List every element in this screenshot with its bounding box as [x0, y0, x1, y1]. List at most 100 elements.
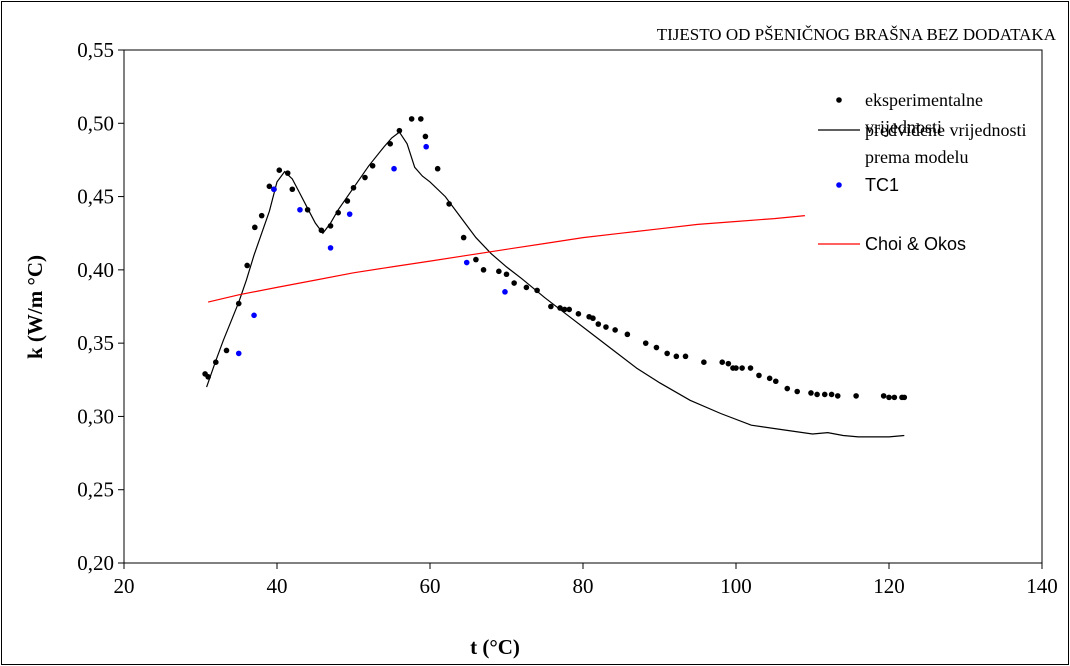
data-point: [387, 141, 394, 147]
data-point: [266, 183, 273, 190]
data-point: [548, 303, 554, 310]
legend-item: predviđene vrijednosti prema modelu: [818, 120, 1026, 167]
data-point: [284, 170, 291, 176]
data-point: [642, 340, 649, 346]
legend-marker-swatch: [836, 97, 842, 103]
data-point: [480, 267, 487, 273]
data-point: [682, 353, 689, 360]
data-point: [434, 165, 441, 172]
data-point: [784, 385, 791, 392]
y-tick-label: 0,50: [77, 111, 114, 135]
data-point: [446, 201, 452, 207]
legend-label: TC1: [865, 175, 899, 195]
y-tick-label: 0,55: [77, 38, 114, 62]
data-point: [496, 268, 502, 275]
series-2: [235, 143, 508, 357]
x-tick-label: 40: [267, 574, 288, 598]
data-point: [880, 393, 887, 399]
legend-item: eksperimentalne vrijednosti: [836, 90, 983, 137]
data-point: [235, 350, 242, 357]
data-point: [595, 321, 602, 327]
data-point: [653, 344, 660, 351]
x-tick-label: 100: [720, 574, 752, 598]
data-point: [603, 324, 609, 330]
data-point: [258, 212, 265, 219]
data-point: [511, 280, 517, 286]
y-tick-label: 0,35: [77, 331, 114, 355]
data-point: [834, 393, 841, 399]
data-point: [814, 391, 820, 398]
data-point: [891, 394, 898, 401]
data-point: [423, 143, 429, 150]
chart-title: TIJESTO OD PŠENIČNOG BRAŠNA BEZ DODATAKA: [657, 25, 1057, 44]
data-point: [808, 390, 814, 396]
data-point: [408, 116, 415, 122]
x-axis: 20 40 60 80 100 120 140: [114, 563, 1058, 598]
data-point: [756, 372, 762, 379]
data-point: [747, 365, 754, 371]
series-line: [207, 215, 805, 303]
x-tick-label: 120: [873, 574, 905, 598]
data-point: [557, 305, 563, 311]
data-point: [575, 311, 582, 317]
data-point: [772, 378, 779, 385]
series-layer: [202, 116, 908, 438]
data-point: [739, 365, 745, 371]
legend-label: prema modelu: [865, 147, 968, 167]
data-point: [733, 365, 739, 371]
data-point: [346, 211, 353, 217]
data-point: [460, 234, 467, 241]
data-point: [251, 312, 257, 319]
x-tick-label: 60: [420, 574, 441, 598]
data-point: [673, 353, 680, 360]
data-point: [828, 391, 835, 398]
data-point: [523, 284, 530, 291]
data-point: [252, 224, 258, 231]
y-axis-label: k (W/m °C): [23, 255, 47, 359]
y-tick-label: 0,40: [77, 258, 114, 282]
series-line: [206, 131, 905, 438]
data-point: [886, 394, 892, 401]
data-point: [612, 327, 618, 333]
data-point: [901, 394, 908, 401]
data-point: [223, 347, 230, 354]
legend-label: predviđene vrijednosti: [865, 120, 1026, 140]
data-point: [418, 116, 424, 122]
legend-marker-swatch: [836, 182, 842, 188]
data-point: [590, 315, 596, 322]
series-3: [207, 215, 805, 303]
legend-item: TC1: [836, 175, 899, 195]
data-point: [566, 306, 573, 313]
data-point: [473, 256, 479, 263]
data-point: [271, 186, 277, 193]
data-point: [289, 186, 296, 193]
data-point: [297, 206, 303, 213]
data-point: [396, 127, 403, 134]
data-point: [561, 306, 568, 313]
data-point: [502, 289, 508, 295]
series-0: [202, 116, 908, 401]
data-point: [719, 359, 726, 365]
legend-label: eksperimentalne: [865, 90, 983, 110]
y-tick-label: 0,45: [77, 185, 114, 209]
data-point: [463, 259, 470, 266]
x-tick-label: 140: [1026, 574, 1058, 598]
data-point: [422, 133, 429, 140]
data-point: [766, 375, 773, 382]
y-tick-label: 0,30: [77, 404, 114, 428]
x-tick-label: 20: [114, 574, 135, 598]
data-point: [794, 388, 800, 395]
data-point: [369, 162, 376, 169]
legend-label: Choi & Okos: [865, 234, 966, 254]
legend-label: vrijednosti: [865, 117, 942, 137]
y-tick-label: 0,25: [77, 478, 114, 502]
data-point: [503, 271, 510, 278]
data-point: [327, 245, 334, 251]
data-point: [244, 262, 250, 269]
y-axis: 0,20 0,25 0,30 0,35 0,40 0,45 0,50 0,55: [77, 38, 124, 575]
series-1: [206, 131, 905, 438]
data-point: [276, 167, 283, 173]
